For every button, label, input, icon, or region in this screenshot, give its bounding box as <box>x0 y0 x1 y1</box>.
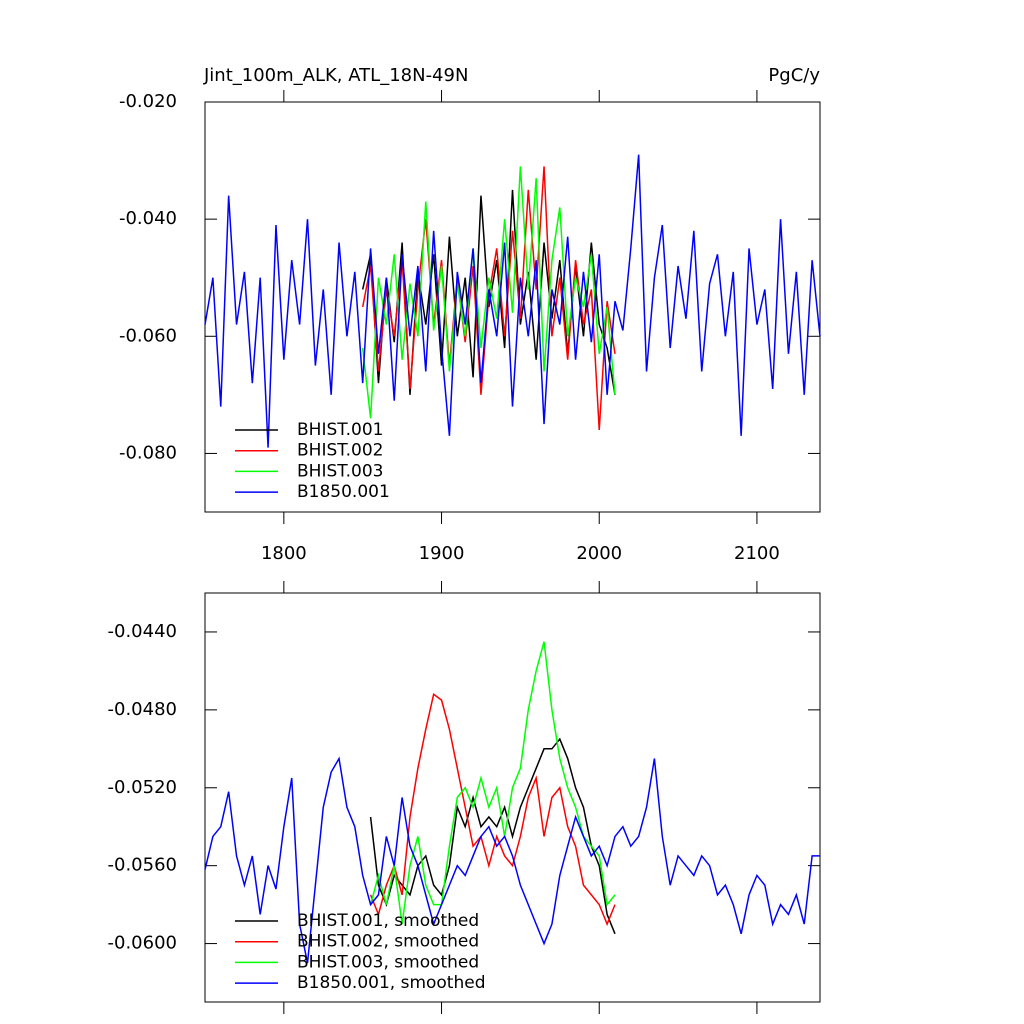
legend-label: BHIST.003 <box>297 461 383 481</box>
plot-frame <box>204 101 821 513</box>
legend-label: BHIST.002, smoothed <box>297 932 479 952</box>
legend-label: BHIST.001 <box>297 420 383 440</box>
x-tick-label: 1900 <box>419 543 465 564</box>
legend-label: B1850.001, smoothed <box>297 973 486 993</box>
x-tick-label: 2100 <box>734 543 780 564</box>
x-tick-label: 1800 <box>261 543 307 564</box>
y-tick-label: -0.080 <box>119 442 177 463</box>
series-line <box>204 756 820 964</box>
y-tick-label: -0.0520 <box>108 777 177 798</box>
y-tick-label: -0.0560 <box>108 855 177 876</box>
series-line <box>369 692 616 927</box>
y-tick-label: -0.0600 <box>108 933 177 954</box>
series-line <box>369 641 616 925</box>
y-tick-label: -0.0440 <box>108 621 177 642</box>
legend-label: BHIST.002 <box>297 441 383 461</box>
legend-label: BHIST.001, smoothed <box>297 911 479 931</box>
series-line <box>204 154 821 448</box>
y-tick-label: -0.0480 <box>108 699 177 720</box>
y-tick-label: -0.060 <box>119 325 177 346</box>
plot-frame <box>204 592 821 1003</box>
x-tick-label: 2000 <box>576 543 622 564</box>
series-line <box>369 737 616 935</box>
units-label: PgC/y <box>768 65 820 86</box>
legend-label: B1850.001 <box>297 482 390 502</box>
y-tick-label: -0.020 <box>119 91 177 112</box>
chart-title: Jint_100m_ALK, ATL_18N-49N <box>203 65 468 86</box>
series-line <box>361 166 616 419</box>
legend-label: BHIST.003, smoothed <box>297 952 479 972</box>
y-tick-label: -0.040 <box>119 208 177 229</box>
